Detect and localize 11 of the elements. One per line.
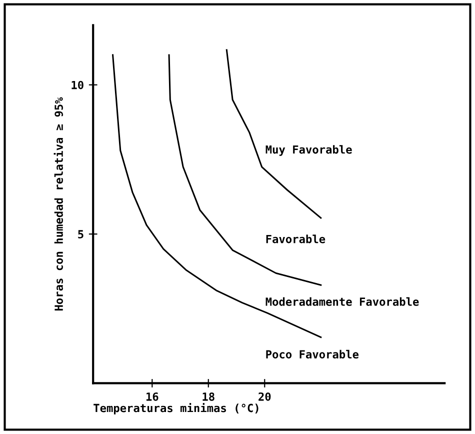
x-axis-title: Temperaturas minimas (°C) bbox=[94, 403, 258, 414]
x-tick-label: 16 bbox=[146, 392, 158, 401]
annotation: Poco Favorable bbox=[266, 350, 359, 359]
annotation: Favorable bbox=[266, 234, 326, 244]
annotation: Moderadamente Favorable bbox=[266, 297, 419, 306]
y-tick-label: 10 bbox=[72, 80, 84, 90]
x-tick-label: 18 bbox=[202, 392, 214, 401]
x-tick-label: 20 bbox=[258, 392, 271, 401]
annotation: Muy Favorable bbox=[266, 145, 352, 156]
y-tick-label: 5 bbox=[78, 230, 84, 238]
y-axis-title: Horas con humedad relativa ≥ 95% bbox=[54, 97, 64, 310]
